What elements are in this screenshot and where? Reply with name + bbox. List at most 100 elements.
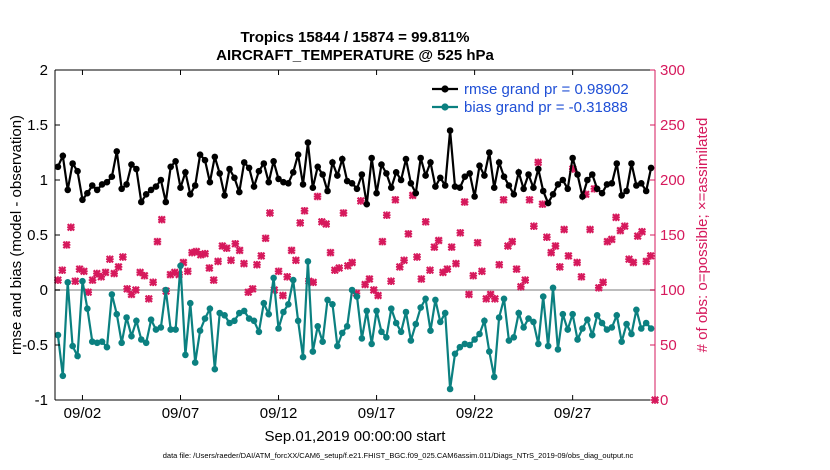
bias-point (211, 365, 219, 373)
bias-point (471, 336, 478, 343)
obs-point (201, 249, 210, 258)
rmse-point (319, 171, 326, 178)
bias-point (157, 324, 165, 331)
obs-point (248, 284, 257, 293)
rmse-point (436, 174, 444, 182)
obs-point (274, 267, 283, 276)
bias-point (294, 317, 302, 325)
bias-point (108, 291, 116, 298)
obs-point (633, 232, 642, 241)
plot-area (55, 70, 655, 400)
rmse-point (618, 192, 625, 199)
rmse-point (402, 155, 410, 163)
obs-point (287, 246, 296, 255)
bias-point (304, 258, 312, 265)
bias-point (353, 293, 361, 300)
obs-point (105, 255, 114, 264)
y2-tick-label: 50 (660, 337, 677, 354)
rmse-point (392, 169, 400, 176)
rmse-point (407, 180, 415, 187)
rmse-point (79, 196, 86, 204)
rmse-point (172, 158, 179, 165)
rmse-point (574, 171, 581, 178)
rmse-point (368, 154, 375, 162)
rmse-point (432, 183, 439, 190)
obs-point (607, 235, 616, 244)
obs-point (235, 246, 244, 255)
rmse-point (647, 164, 655, 172)
bias-point (182, 351, 189, 359)
rmse-point (157, 176, 165, 184)
obs-point (335, 264, 344, 272)
bias-point (618, 338, 625, 346)
bias-point (343, 323, 351, 330)
rmse-point (358, 171, 366, 178)
bias-point (186, 299, 194, 307)
bias-point (628, 330, 635, 338)
y2-axis-label: # of obs: o=possible; ×=assimilated (694, 118, 711, 353)
bias-point (402, 308, 410, 316)
rmse-point (93, 186, 101, 194)
y-tick-label: 0.5 (27, 227, 48, 244)
bias-point (231, 317, 238, 325)
obs-point (257, 251, 266, 260)
obs-point (348, 258, 357, 267)
rmse-point (637, 180, 645, 187)
obs-point (62, 240, 71, 249)
rmse-point (613, 160, 621, 167)
y2-axis-ticks: 0 50 100 150 200 250 300 (650, 62, 685, 409)
obs-point (214, 257, 222, 266)
obs-point (434, 236, 443, 245)
bias-point (608, 324, 616, 331)
bias-point (118, 339, 125, 347)
y-tick-label: -1 (35, 392, 48, 409)
rmse-point (304, 139, 312, 146)
x-tick-label: 09/02 (64, 405, 102, 422)
rmse-point (113, 148, 121, 155)
bias-point (397, 328, 405, 336)
rmse-point (133, 165, 140, 173)
bias-point (407, 337, 415, 344)
rmse-point (54, 163, 62, 171)
bias-point (427, 327, 434, 335)
rmse-point (226, 165, 233, 173)
bias-point (368, 340, 375, 348)
rmse-point (84, 189, 91, 197)
rmse-point (584, 176, 591, 184)
obs-point (114, 262, 123, 271)
rmse-point (569, 154, 576, 162)
obs-point (612, 213, 621, 222)
bias-point (505, 337, 513, 344)
obs-point (473, 238, 482, 247)
obs-point (339, 209, 348, 217)
bias-point (334, 342, 341, 350)
bias-point (172, 326, 179, 333)
obs-point (495, 260, 504, 269)
obs-point (573, 258, 582, 267)
bias-point (147, 316, 155, 324)
x-axis-label: Sep.01,2019 00:00:00 start (265, 428, 447, 445)
x-axis-ticks: 09/02 09/07 09/12 09/17 09/22 09/27 (64, 70, 591, 422)
rmse-point (500, 173, 508, 180)
rmse-point (598, 189, 606, 197)
rmse-point (231, 174, 238, 182)
bias-point (348, 286, 356, 294)
obs-point (79, 267, 88, 276)
obs-point (542, 233, 551, 242)
obs-point (599, 278, 608, 287)
rmse-point (588, 171, 596, 178)
bias-point (422, 295, 429, 303)
x-tick-label: 09/07 (162, 405, 200, 422)
bias-point (128, 332, 135, 340)
y2-tick-label: 300 (660, 62, 685, 79)
x-tick-label: 09/17 (358, 405, 396, 422)
rmse-point (338, 155, 346, 163)
bias-point (535, 340, 542, 348)
rmse-point (579, 193, 586, 200)
obs-point (205, 264, 214, 272)
rmse-point (373, 189, 380, 197)
bias-point (574, 336, 581, 343)
bias-point (221, 312, 228, 319)
rmse-point (69, 160, 76, 167)
rmse-point (216, 170, 224, 177)
